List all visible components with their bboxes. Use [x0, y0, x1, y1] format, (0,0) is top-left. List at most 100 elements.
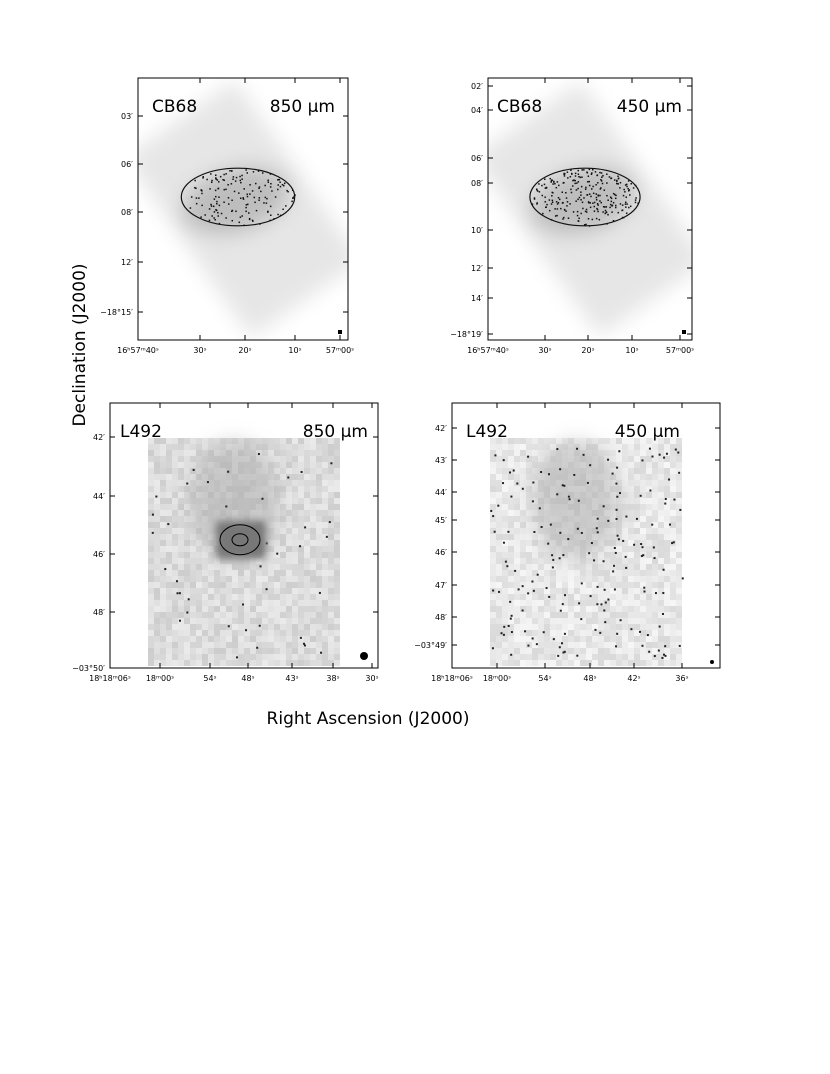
pixel [604, 648, 610, 654]
pixel [670, 588, 676, 594]
pixel [616, 564, 622, 570]
pixel [178, 438, 184, 444]
pixel [664, 648, 670, 654]
pixel [520, 552, 526, 558]
noise-pixel [678, 644, 681, 647]
pixel [238, 582, 244, 588]
pixel [316, 582, 322, 588]
noise-pixel [235, 656, 238, 659]
contour-pixel [561, 191, 564, 193]
pixel [190, 438, 196, 444]
pixel [664, 444, 670, 450]
contour-pixel [609, 196, 612, 198]
pixel [520, 642, 526, 648]
pixel [550, 600, 556, 606]
pixel [634, 438, 640, 444]
noise-pixel [664, 654, 667, 657]
pixel [298, 540, 304, 546]
pixel [658, 474, 664, 480]
pixel [676, 474, 682, 480]
pixel [298, 654, 304, 660]
pixel [670, 492, 676, 498]
pixel [178, 660, 184, 666]
pixel [184, 558, 190, 564]
pixel [166, 570, 172, 576]
contour-pixel [541, 194, 544, 197]
pixel [148, 504, 154, 510]
pixel [316, 528, 322, 534]
pixel [622, 570, 628, 576]
pixel [286, 510, 292, 516]
pixel [598, 582, 604, 588]
pixel [670, 618, 676, 624]
pixel [514, 558, 520, 564]
pixel [304, 570, 310, 576]
pixel [676, 618, 682, 624]
pixel [178, 654, 184, 660]
pixel [334, 480, 340, 486]
pixel [172, 438, 178, 444]
contour-pixel [617, 183, 619, 185]
pixel [640, 492, 646, 498]
pixel [226, 594, 232, 600]
pixel [184, 468, 190, 474]
pixel [298, 504, 304, 510]
pixel [490, 648, 496, 654]
contour-pixel [546, 203, 548, 206]
noise-pixel [673, 498, 676, 501]
pixel [640, 480, 646, 486]
noise-pixel [493, 530, 496, 533]
contour-pixel [210, 205, 213, 207]
pixel [178, 498, 184, 504]
contour-pixel [621, 209, 624, 211]
pixel [184, 540, 190, 546]
pixel [640, 504, 646, 510]
x-tick-label: 20ˢ [581, 346, 594, 355]
pixel [634, 528, 640, 534]
noise-pixel [661, 656, 664, 659]
pixel [598, 594, 604, 600]
contour-pixel [264, 196, 267, 199]
pixel [514, 504, 520, 510]
pixel [640, 510, 646, 516]
pixel [310, 534, 316, 540]
pixel [556, 618, 562, 624]
pixel [646, 456, 652, 462]
pixel [628, 462, 634, 468]
pixel [238, 630, 244, 636]
pixel [628, 456, 634, 462]
contour-pixel [202, 176, 204, 178]
pixel [244, 594, 250, 600]
pixel [286, 534, 292, 540]
pixel [658, 600, 664, 606]
pixel [520, 510, 526, 516]
pixel [664, 456, 670, 462]
pixel [616, 594, 622, 600]
pixel [610, 660, 616, 666]
pixel [622, 516, 628, 522]
pixel [502, 576, 508, 582]
pixel [610, 588, 616, 594]
pixel [628, 600, 634, 606]
noise-pixel [304, 526, 307, 529]
noise-pixel [668, 523, 671, 526]
pixel [664, 660, 670, 666]
pixel [286, 630, 292, 636]
band-label: 450 µm [615, 422, 680, 442]
pixel [280, 444, 286, 450]
pixel [622, 462, 628, 468]
pixel [670, 606, 676, 612]
pixel [634, 492, 640, 498]
pixel [214, 660, 220, 666]
pixel [640, 540, 646, 546]
noise-pixel [573, 473, 576, 476]
pixel [556, 648, 562, 654]
pixel [244, 582, 250, 588]
pixel [298, 630, 304, 636]
contour-pixel [595, 217, 598, 220]
pixel [310, 558, 316, 564]
pixel [166, 600, 172, 606]
pixel [268, 624, 274, 630]
pixel [610, 450, 616, 456]
pixel [496, 468, 502, 474]
